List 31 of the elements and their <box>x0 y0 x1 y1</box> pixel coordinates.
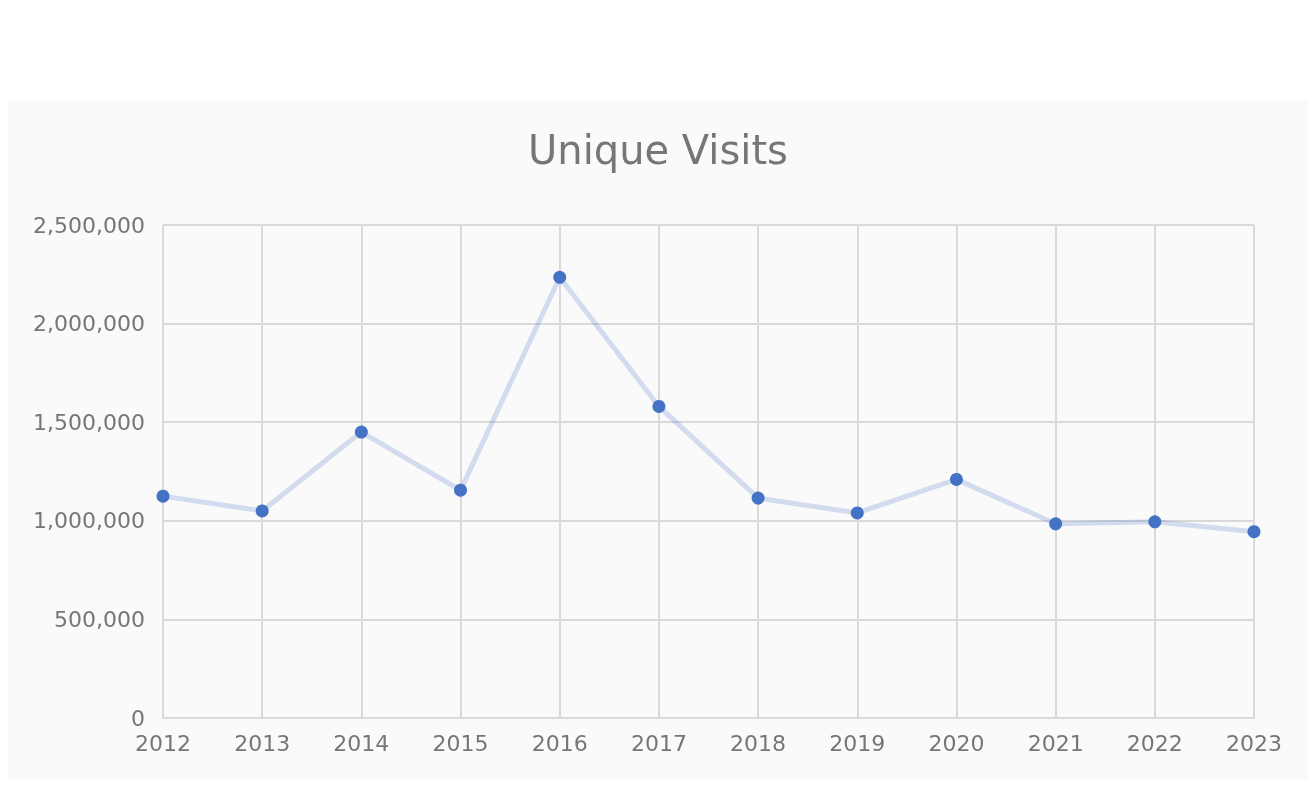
y-tick-label: 2,000,000 <box>33 311 145 337</box>
point <box>156 489 170 503</box>
point <box>354 425 368 439</box>
point <box>454 483 468 497</box>
point <box>652 399 666 413</box>
y-tick-label: 2,500,000 <box>33 212 145 238</box>
x-tick-label: 2023 <box>1226 730 1282 756</box>
x-tick-label: 2020 <box>928 730 985 756</box>
y-tick-label: 1,500,000 <box>33 409 145 435</box>
point <box>255 504 269 518</box>
x-tick-label: 2016 <box>531 730 588 756</box>
point <box>751 491 765 505</box>
point <box>553 270 567 284</box>
y-tick-label: 1,000,000 <box>33 508 145 534</box>
point <box>1148 515 1162 529</box>
chart-title: Unique Visits <box>528 127 788 173</box>
point <box>1049 517 1063 531</box>
point <box>850 506 864 520</box>
x-tick-label: 2012 <box>135 730 191 756</box>
x-tick-label: 2019 <box>829 730 886 756</box>
x-tick-label: 2015 <box>432 730 489 756</box>
x-tick-label: 2021 <box>1027 730 1084 756</box>
y-tick-label: 500,000 <box>54 606 145 632</box>
point <box>949 472 963 486</box>
x-tick-label: 2018 <box>730 730 787 756</box>
y-tick-label: 0 <box>131 705 145 731</box>
x-tick-label: 2022 <box>1126 730 1183 756</box>
x-tick-label: 2017 <box>630 730 687 756</box>
x-tick-label: 2014 <box>333 730 390 756</box>
point <box>1247 525 1261 539</box>
x-tick-label: 2013 <box>234 730 291 756</box>
